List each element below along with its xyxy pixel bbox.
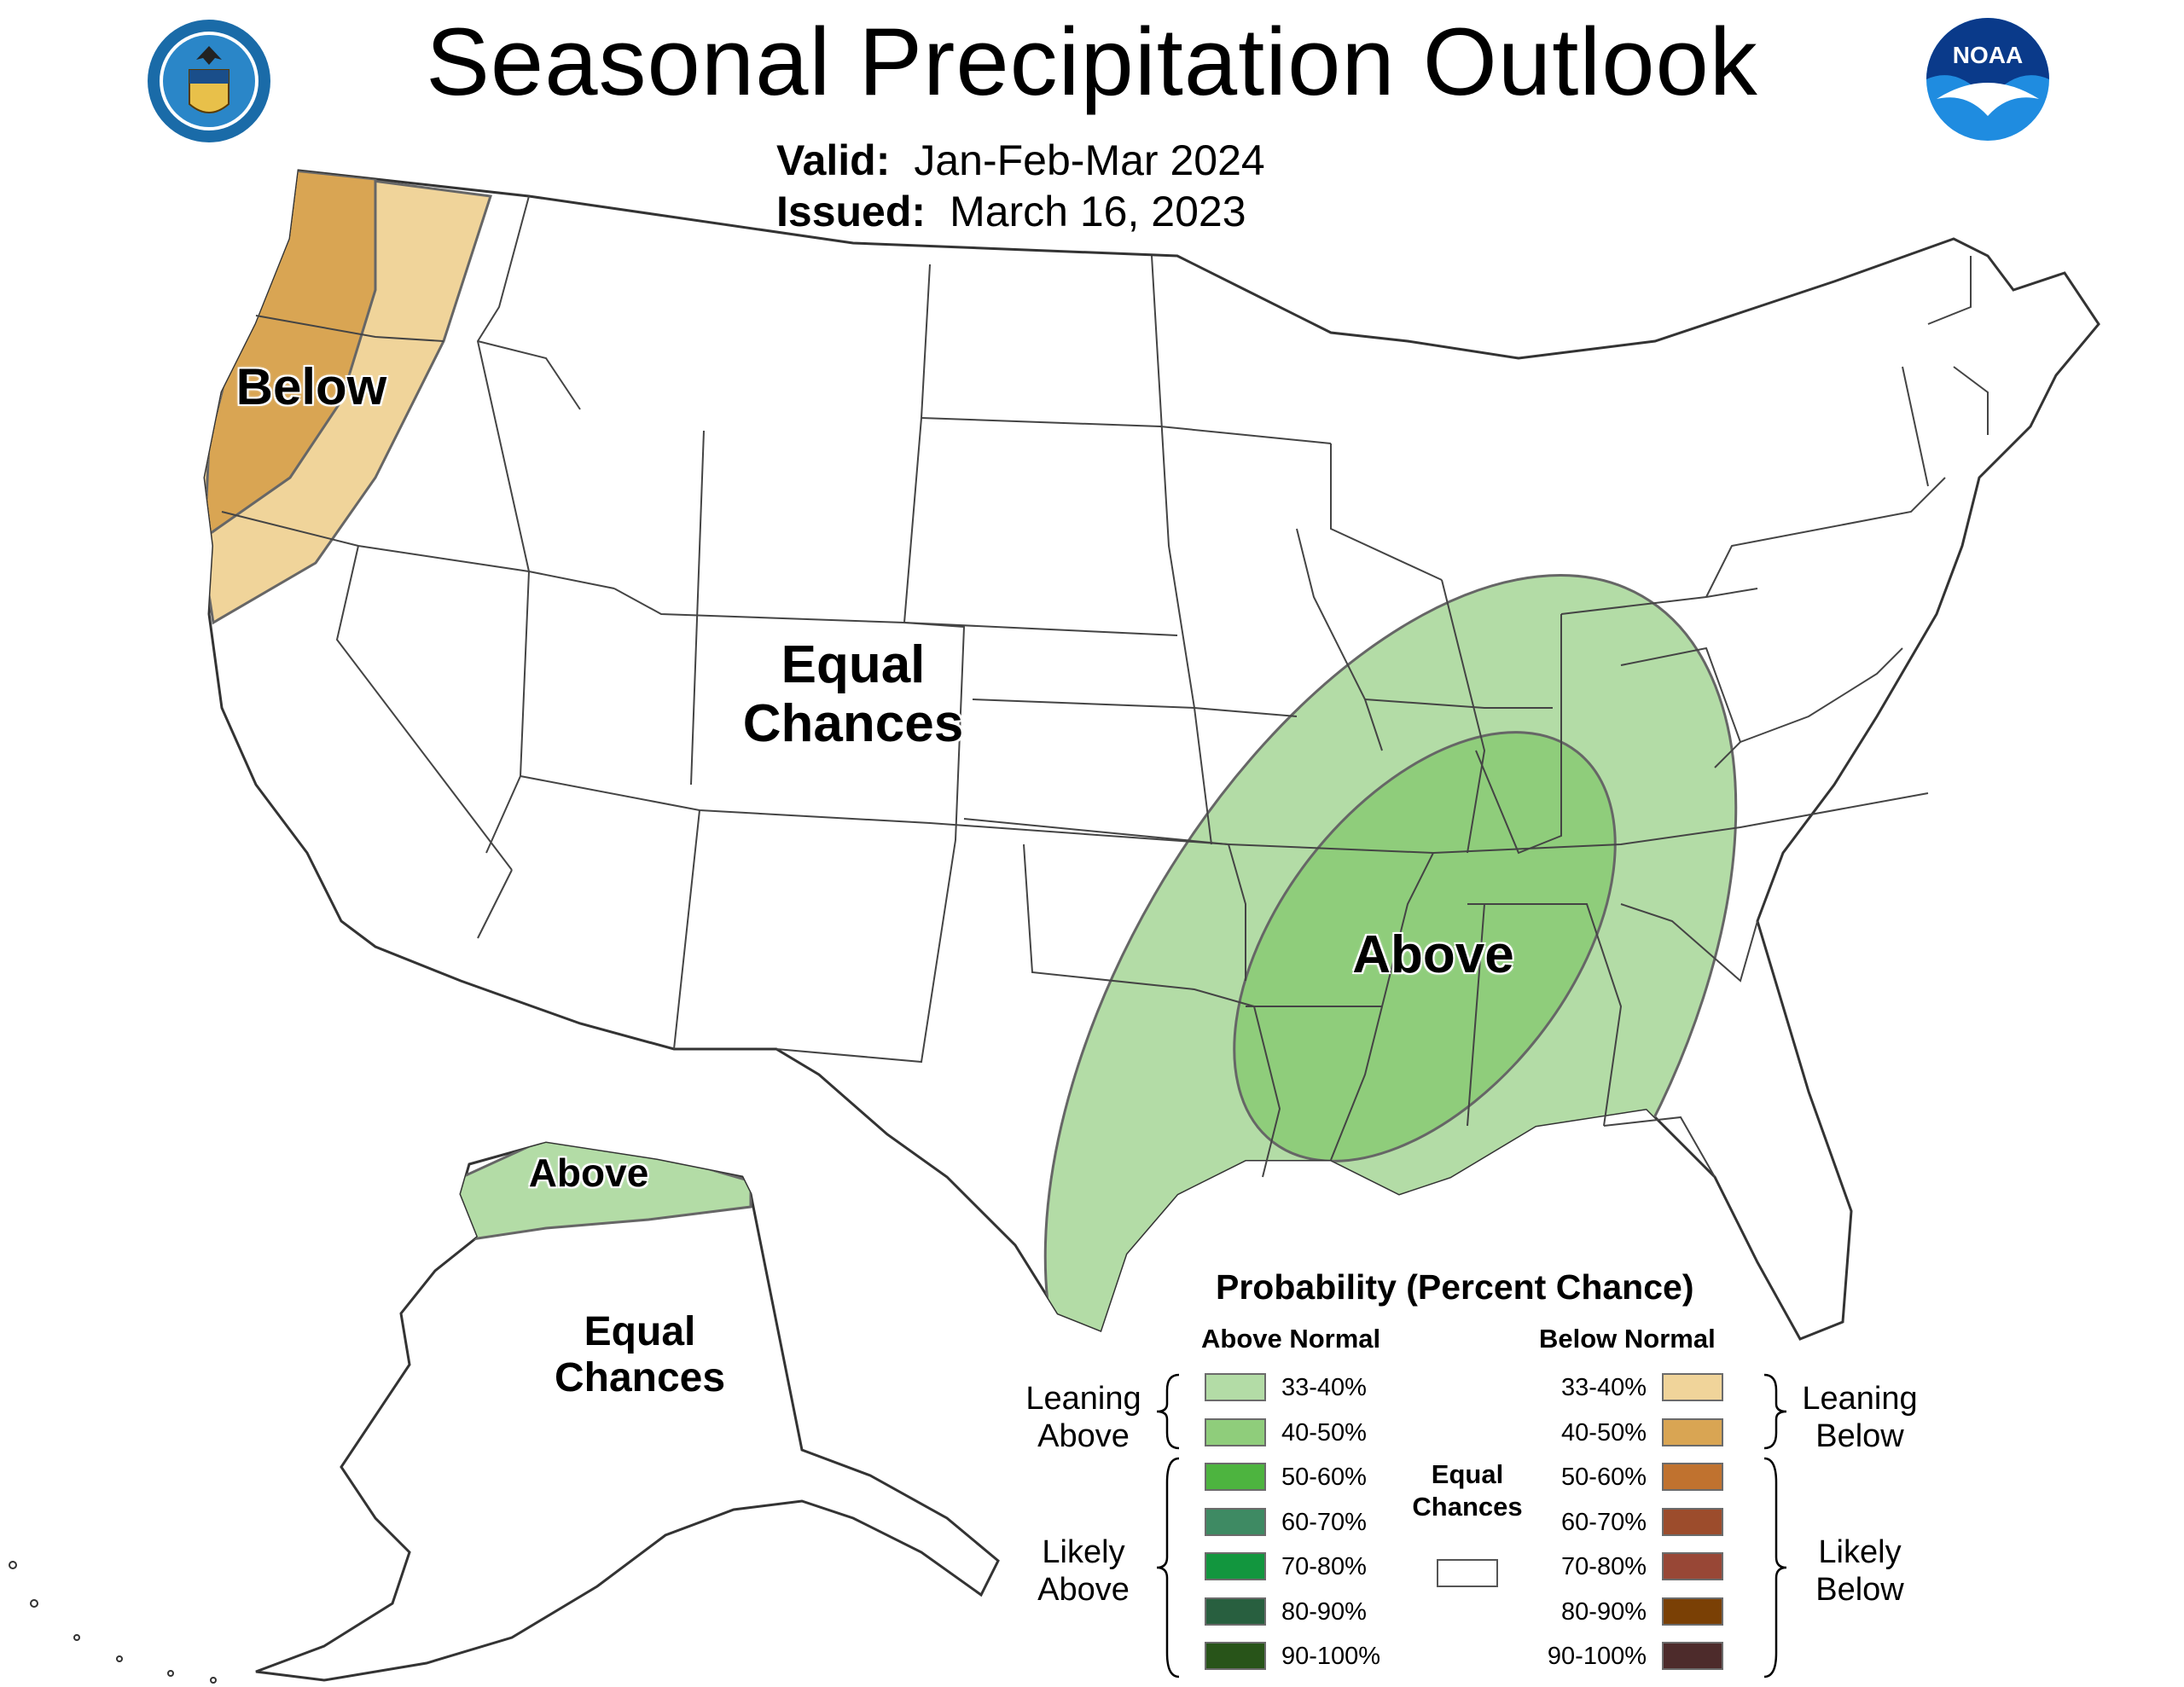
noaa-logo: NOAA xyxy=(1924,15,2052,143)
below-bin-swatch xyxy=(1662,1507,1723,1536)
above-bin-label: 40-50% xyxy=(1281,1418,1367,1446)
below-bin-swatch xyxy=(1662,1417,1723,1446)
leaning-above-label: Leaning Above xyxy=(1025,1381,1141,1454)
above-bin-swatch xyxy=(1205,1597,1266,1626)
below-bin-swatch xyxy=(1662,1642,1723,1670)
above-bin-swatch xyxy=(1205,1642,1266,1670)
aleutian-islands xyxy=(9,1561,217,1684)
below-bin-label: 80-90% xyxy=(1561,1597,1647,1626)
page-title: Seasonal Precipitation Outlook xyxy=(426,9,1758,115)
state-boundaries xyxy=(221,195,1989,1178)
above-normal-heading: Above Normal xyxy=(1201,1324,1381,1354)
equal-chances-line1: Equal xyxy=(1431,1459,1504,1489)
above-bin-label: 33-40% xyxy=(1281,1374,1367,1401)
above-bin-label: 70-80% xyxy=(1281,1553,1367,1580)
below-bin-label: 33-40% xyxy=(1561,1374,1647,1401)
label-equal-alaska-line1: Equal xyxy=(584,1309,696,1354)
below-bin-label: 70-80% xyxy=(1561,1553,1647,1580)
label-below: Below xyxy=(235,358,387,415)
above-bin-swatch xyxy=(1205,1373,1266,1401)
noaa-logo-text: NOAA xyxy=(1953,42,2023,68)
leaning-below-label: Leaning Below xyxy=(1802,1381,1918,1454)
below-normal-heading: Below Normal xyxy=(1539,1324,1716,1354)
equal-chances-key: Equal Chances xyxy=(1408,1458,1527,1587)
department-of-commerce-seal-icon xyxy=(148,20,270,142)
label-equal-alaska-line2: Chances xyxy=(554,1354,726,1400)
label-above-conus: Above xyxy=(1352,925,1514,984)
issued-value: March 16, 2023 xyxy=(950,188,1246,235)
issued-line: Issued: March 16, 2023 xyxy=(776,186,1246,237)
likely-below-bracket xyxy=(1763,1457,1787,1678)
valid-label: Valid: xyxy=(776,136,891,184)
below-bin-swatch xyxy=(1662,1463,1723,1491)
below-bin-label: 60-70% xyxy=(1561,1508,1647,1536)
alaska-above-region xyxy=(442,1143,752,1243)
label-equal-chances-conus: Equal Chances xyxy=(725,635,981,754)
label-equal-conus-line1: Equal xyxy=(781,635,926,694)
below-bin-label: 50-60% xyxy=(1561,1464,1647,1491)
valid-line: Valid: Jan-Feb-Mar 2024 xyxy=(776,135,1265,186)
above-bin-swatch xyxy=(1205,1552,1266,1580)
issued-label: Issued: xyxy=(776,188,926,235)
above-bin-swatch xyxy=(1205,1507,1266,1536)
above-bin-label: 80-90% xyxy=(1281,1597,1367,1626)
below-bin-swatch xyxy=(1662,1373,1723,1401)
legend: Probability (Percent Chance) Above Norma… xyxy=(1007,1262,1937,1680)
valid-value: Jan-Feb-Mar 2024 xyxy=(914,136,1265,184)
label-above-alaska: Above xyxy=(528,1151,649,1195)
above-bin-swatch xyxy=(1205,1463,1266,1491)
alaska-outline xyxy=(255,1141,1000,1682)
equal-chances-swatch xyxy=(1437,1559,1498,1587)
leaning-above-bracket xyxy=(1156,1373,1180,1450)
above-bin-label: 50-60% xyxy=(1281,1464,1367,1491)
leaning-below-bracket xyxy=(1763,1373,1787,1450)
below-bin-label: 90-100% xyxy=(1547,1643,1647,1670)
commerce-seal xyxy=(145,17,273,145)
likely-below-label: Likely Below xyxy=(1815,1534,1904,1608)
above-bin-label: 90-100% xyxy=(1281,1643,1381,1670)
above-bin-swatch xyxy=(1205,1417,1266,1446)
legend-title: Probability (Percent Chance) xyxy=(1216,1267,1694,1307)
above-40-50-region xyxy=(1233,731,1617,1162)
below-bin-swatch xyxy=(1662,1597,1723,1626)
below-bin-label: 40-50% xyxy=(1561,1418,1647,1446)
label-equal-chances-alaska: Equal Chances xyxy=(529,1309,751,1401)
above-bin-label: 60-70% xyxy=(1281,1508,1367,1536)
label-equal-conus-line2: Chances xyxy=(742,694,964,754)
noaa-logo-icon: NOAA xyxy=(1926,18,2049,141)
likely-above-bracket xyxy=(1156,1457,1180,1678)
equal-chances-line2: Chances xyxy=(1412,1492,1523,1522)
below-bin-swatch xyxy=(1662,1552,1723,1580)
likely-above-label: Likely Above xyxy=(1037,1534,1130,1608)
